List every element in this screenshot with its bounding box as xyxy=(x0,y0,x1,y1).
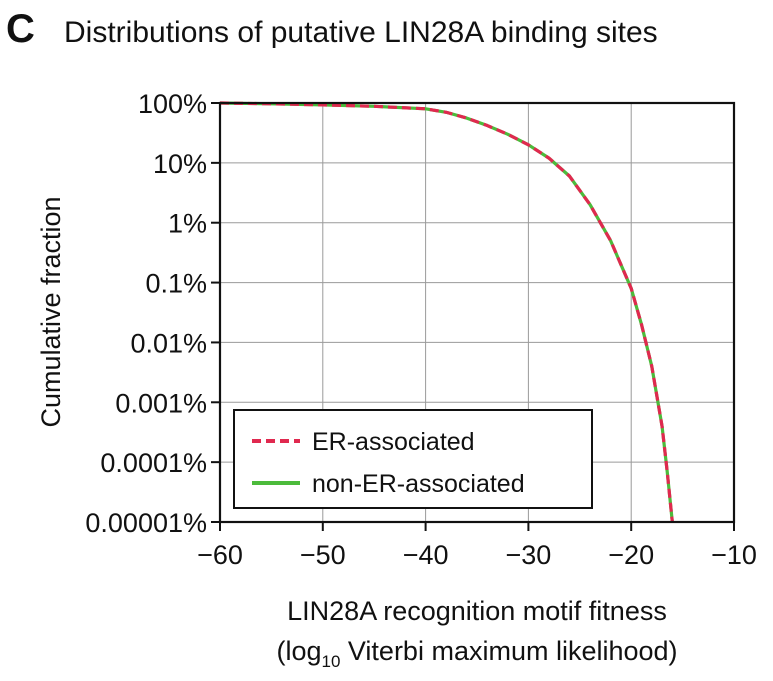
x-tick-label: −40 xyxy=(403,540,449,570)
x-axis-title-subscript: 10 xyxy=(321,652,340,671)
series-line-er-associated xyxy=(219,101,674,523)
legend-box xyxy=(233,409,593,509)
x-tick-label: −10 xyxy=(711,540,757,570)
x-axis-title-prefix: (log xyxy=(276,636,321,666)
chart-title: Distributions of putative LIN28A binding… xyxy=(64,16,658,49)
grid-lines xyxy=(220,103,734,522)
panel-label: C xyxy=(6,7,35,51)
y-tick-label: 0.001% xyxy=(115,388,207,418)
x-tick-label: −60 xyxy=(197,540,243,570)
y-axis-title: Cumulative fraction xyxy=(36,196,66,427)
x-tick-label: −30 xyxy=(505,540,551,570)
x-axis-title-suffix: Viterbi maximum likelihood) xyxy=(340,636,677,666)
y-tick-label: 0.1% xyxy=(145,269,207,299)
y-tick-label: 0.01% xyxy=(130,328,207,358)
y-tick-label: 100% xyxy=(138,89,207,119)
plot-frame xyxy=(218,101,736,524)
y-tick-label: 10% xyxy=(153,149,207,179)
x-axis-ticks: −60 −50 −40 −30 −20 −10 xyxy=(197,522,757,570)
legend: ER-associated non-ER-associated xyxy=(233,409,593,509)
x-axis-title-line1: LIN28A recognition motif fitness xyxy=(287,596,667,626)
y-tick-label: 0.00001% xyxy=(85,508,207,538)
y-tick-label: 0.0001% xyxy=(100,448,207,478)
legend-label-non-er-associated: non-ER-associated xyxy=(312,470,525,498)
x-tick-label: −50 xyxy=(300,540,346,570)
legend-label-er-associated: ER-associated xyxy=(312,428,475,456)
x-tick-label: −20 xyxy=(608,540,654,570)
series-lines xyxy=(219,101,674,523)
y-tick-label: 1% xyxy=(168,209,207,239)
x-axis-title-line2: (log10 Viterbi maximum likelihood) xyxy=(276,636,677,671)
y-axis-ticks: 100% 10% 1% 0.1% 0.01% 0.001% 0.0001% 0.00001% xyxy=(85,89,220,538)
